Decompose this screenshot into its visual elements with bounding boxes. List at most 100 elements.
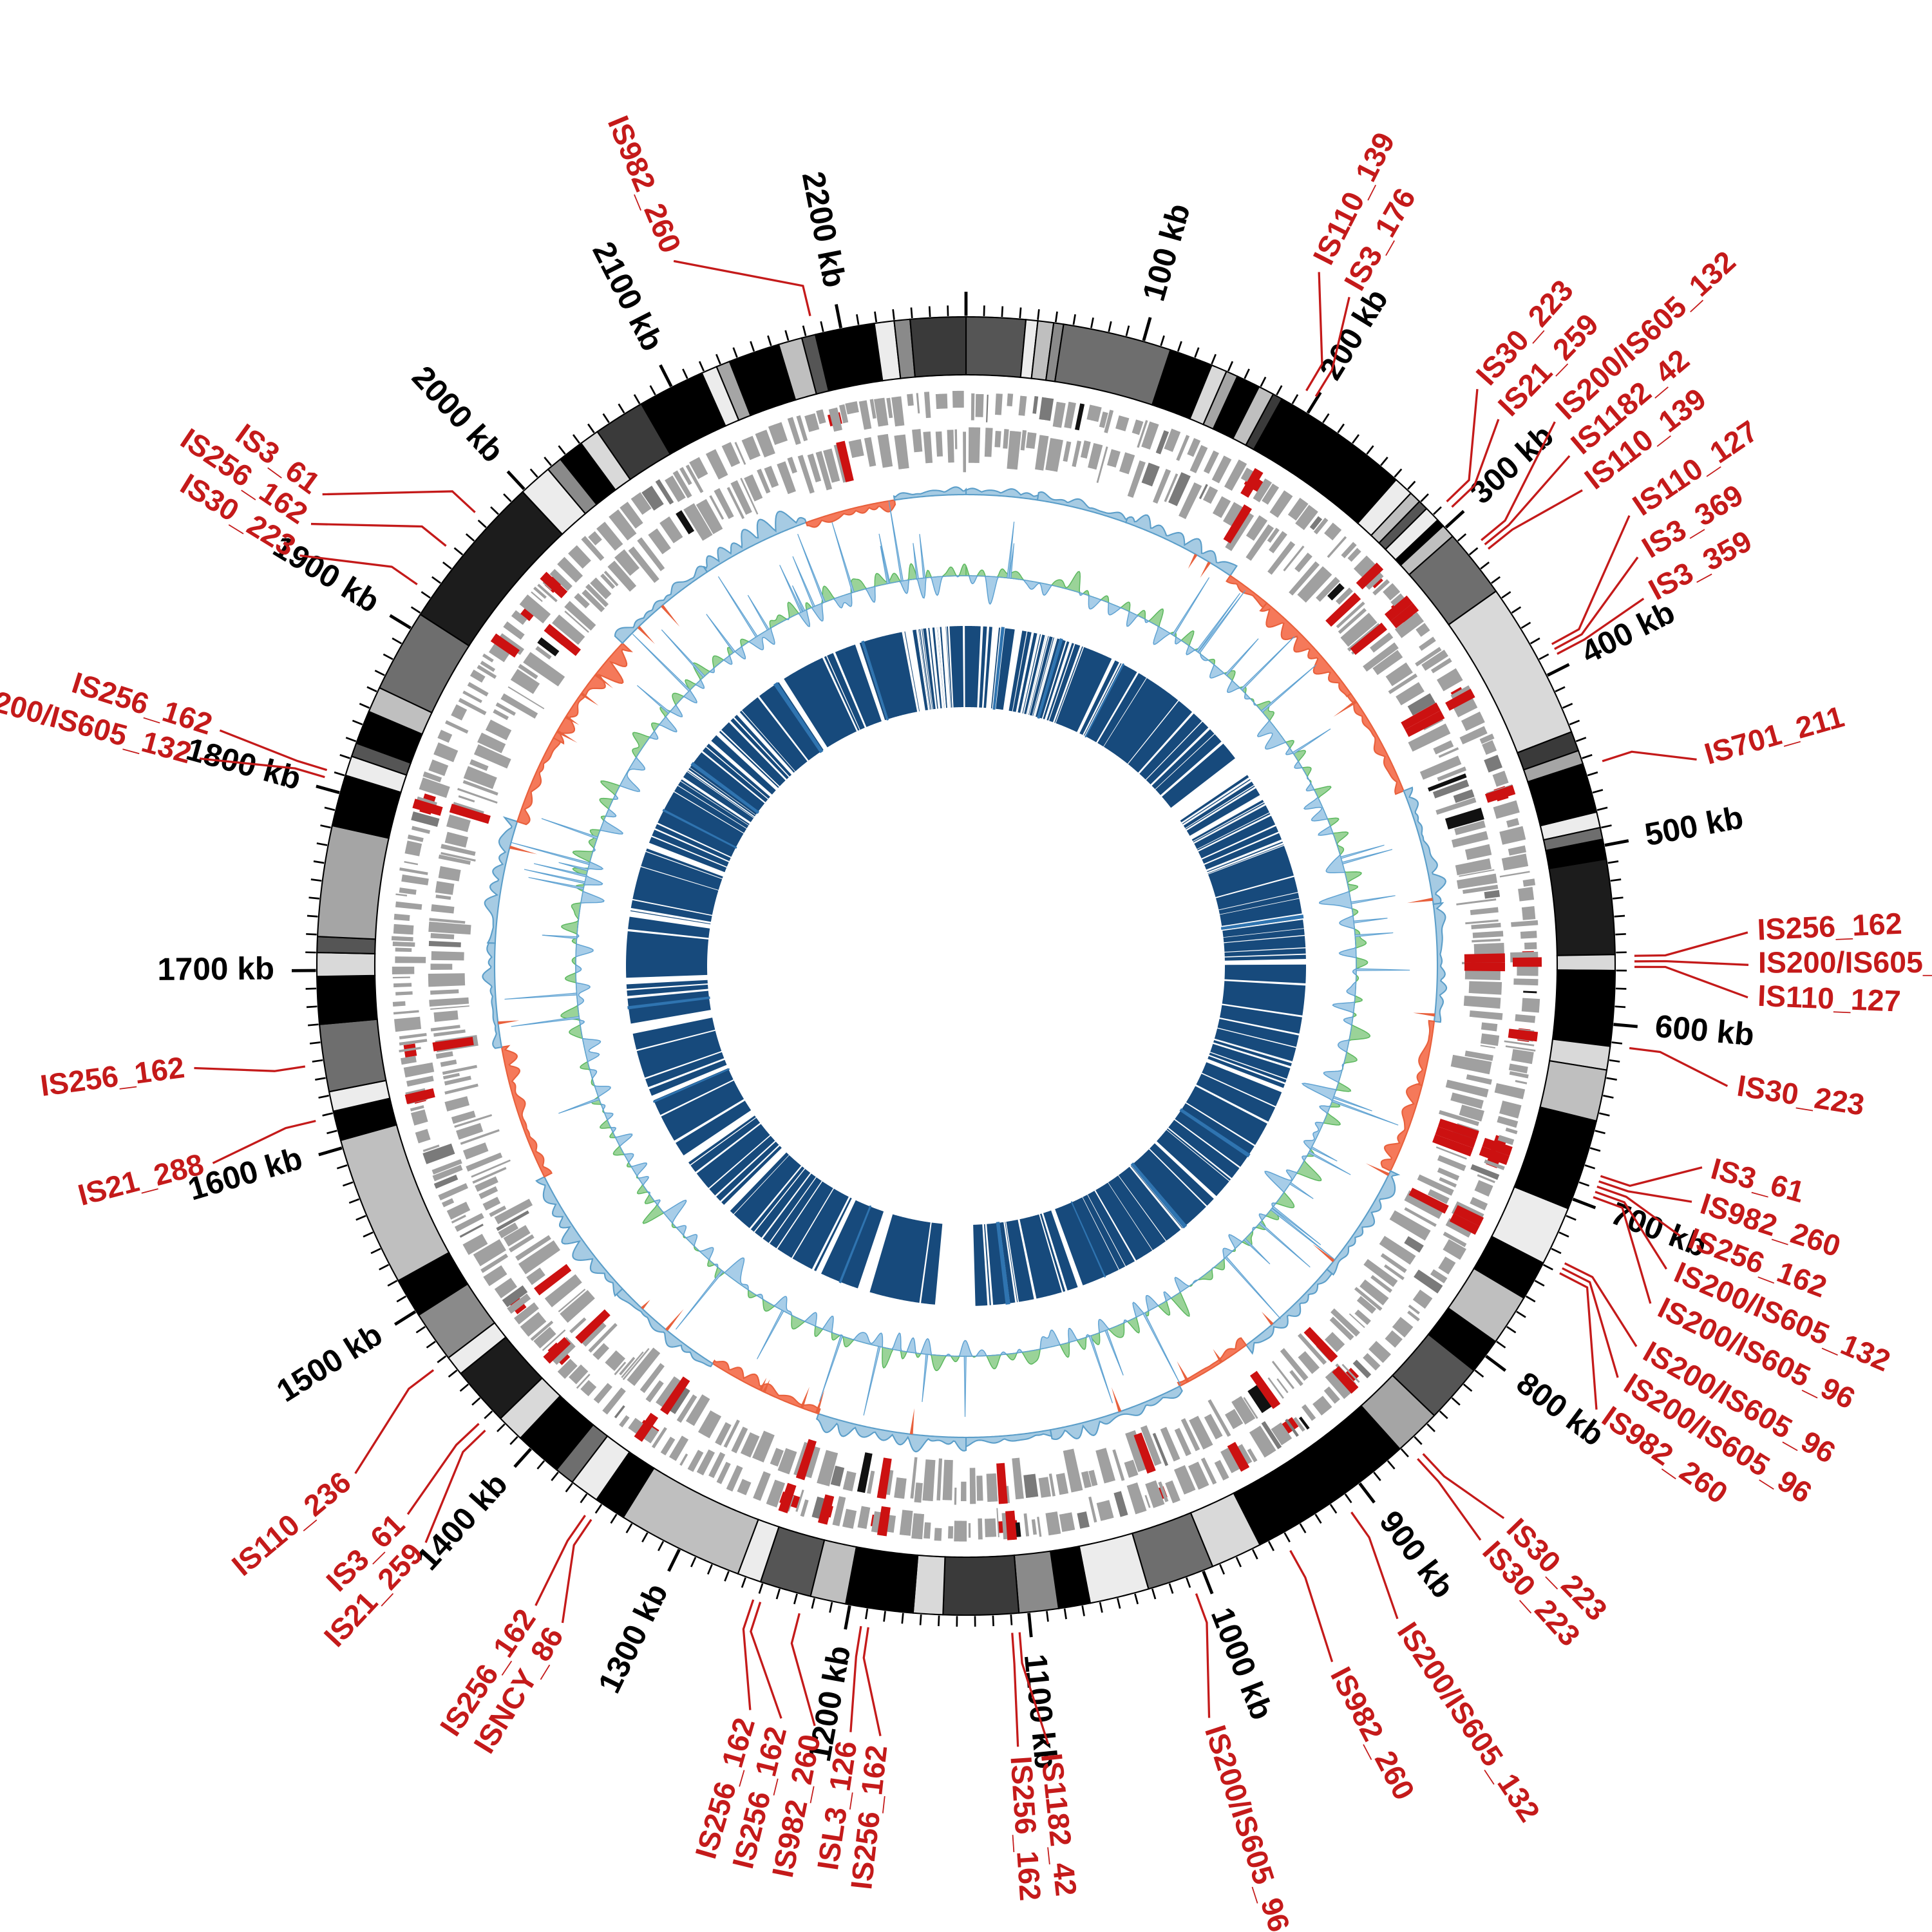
gene-bar	[984, 1518, 997, 1537]
gene-bar	[1421, 649, 1448, 671]
gene-bar	[708, 1452, 726, 1479]
gene-bar	[864, 437, 876, 467]
gene-bar	[442, 1072, 460, 1080]
core-light-slit	[861, 640, 889, 721]
core-gap-slit	[737, 711, 795, 775]
gc-blue-spike	[1271, 1206, 1321, 1245]
gene-bar	[480, 660, 496, 672]
core-gap-slit	[701, 750, 766, 804]
core-gap-slit	[761, 1171, 812, 1240]
core-gap-slit	[673, 790, 745, 835]
core-gap-slit	[1023, 633, 1043, 715]
minor-tick	[1578, 1181, 1590, 1187]
gene-bar	[1132, 419, 1144, 435]
gene-bar	[954, 1487, 957, 1505]
minor-tick	[928, 306, 931, 317]
gene-bar	[656, 1376, 681, 1407]
gene-bar	[459, 1224, 484, 1238]
is-leader-line	[1595, 1191, 1667, 1270]
minor-tick	[1539, 653, 1549, 660]
minor-tick	[992, 1615, 994, 1627]
gene-bar	[507, 686, 545, 710]
is-gene-bar	[1303, 1327, 1338, 1363]
gene-bar	[823, 448, 840, 483]
gene-bar	[1038, 1477, 1052, 1498]
minor-tick	[1468, 547, 1479, 556]
gene-bar	[460, 1129, 500, 1145]
gene-bar	[935, 431, 943, 457]
is-leader-lines	[194, 260, 1749, 1747]
gene-bar	[1313, 517, 1329, 535]
gene-bar	[621, 1351, 644, 1378]
minor-tick	[1046, 1611, 1049, 1622]
gene-bar	[511, 610, 527, 625]
gc-blue-spike	[863, 1345, 881, 1416]
minor-tick	[1194, 347, 1200, 358]
gene-bar	[1289, 1370, 1303, 1387]
gene-bar	[628, 546, 659, 583]
minor-tick	[1394, 468, 1403, 478]
contig-segment	[909, 316, 967, 378]
gene-bar	[1155, 430, 1170, 455]
major-tick	[1444, 509, 1465, 529]
gene-bar	[1063, 1448, 1083, 1493]
gene-bar	[1508, 845, 1526, 856]
gene-bar	[640, 1425, 659, 1444]
core-light-slit	[662, 808, 737, 849]
gene-bar	[995, 393, 1003, 415]
gc-blue-spike	[1195, 592, 1240, 653]
minor-tick	[503, 493, 512, 502]
gene-bar	[1335, 587, 1353, 605]
gc-blue-spike	[913, 543, 920, 580]
gene-bar	[1180, 1418, 1200, 1452]
minor-tick	[1612, 896, 1624, 900]
gene-bar	[770, 1448, 784, 1467]
core-gap-slit	[659, 1079, 735, 1117]
minor-tick	[1480, 561, 1490, 570]
gene-bar	[392, 967, 415, 974]
is-label: IS256_162	[39, 1050, 187, 1103]
core-gap-slit	[791, 1187, 835, 1260]
gene-bar	[741, 435, 761, 460]
minor-tick	[497, 1423, 506, 1432]
gene-bar	[428, 941, 461, 947]
gene-bar	[1023, 1473, 1039, 1499]
gene-bar	[1444, 808, 1484, 829]
is-label: IS200/IS605_132	[1391, 1616, 1547, 1828]
gene-bar	[482, 653, 494, 663]
core-gap-slit	[1171, 761, 1240, 812]
gc-blue-spike	[1289, 1182, 1314, 1199]
core-gap-slit	[679, 780, 750, 826]
core-gap-slit	[971, 1224, 975, 1307]
core-gap-slit	[677, 784, 748, 829]
core-gap-slit	[741, 709, 797, 773]
major-tick	[1202, 1570, 1214, 1595]
gene-bar	[1427, 773, 1467, 792]
gc-skew-positive	[482, 942, 503, 1049]
minor-tick	[1433, 506, 1442, 515]
gene-bar	[877, 433, 893, 468]
gene-bar	[557, 1358, 578, 1379]
gene-bar	[1515, 1080, 1528, 1084]
minor-tick	[1589, 1147, 1601, 1152]
gene-bar	[1433, 740, 1454, 755]
core-gap-slit	[919, 1221, 932, 1304]
core-gap-slit	[753, 1167, 806, 1233]
gene-bar	[1220, 1447, 1240, 1473]
gc-blue-spike	[524, 869, 586, 884]
gene-bar	[392, 1001, 406, 1007]
scale-tick-label: 500 kb	[1642, 800, 1747, 853]
gene-bar	[489, 1206, 507, 1217]
is-gene-bar	[778, 1482, 797, 1513]
is-leader-line	[1487, 489, 1583, 550]
gene-bar	[1363, 1258, 1398, 1287]
gene-bar	[440, 1059, 457, 1067]
gene-bar	[1388, 673, 1418, 694]
gene-bar	[894, 1477, 907, 1499]
gene-bar	[1007, 393, 1014, 406]
minor-tick	[750, 341, 755, 352]
gene-bar	[1509, 1071, 1529, 1079]
gene-bar	[651, 1426, 667, 1449]
gene-bar	[477, 732, 506, 753]
gene-bar	[394, 1016, 422, 1032]
